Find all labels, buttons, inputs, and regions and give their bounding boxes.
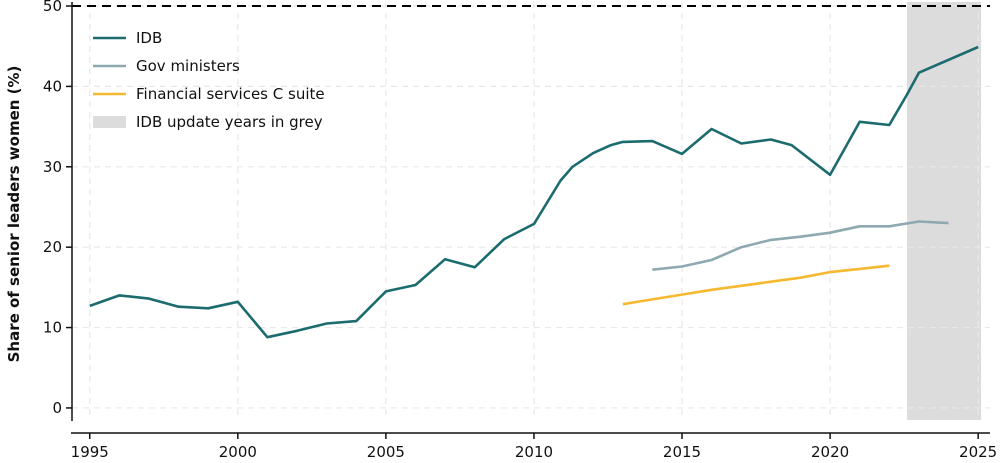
legend-label-gov-ministers: Gov ministers [136,57,240,75]
y-tick-label-20: 20 [43,238,62,256]
shaded-region-idb-update [907,2,982,420]
y-axis-title: Share of senior leaders women (%) [5,66,23,363]
y-tick-label-10: 10 [43,319,62,337]
x-tick-label-2005: 2005 [367,443,405,461]
series-line-gov-ministers [652,220,949,271]
legend-label-idb: IDB [136,29,162,47]
x-tick-label-2010: 2010 [515,443,553,461]
series-line-financial-services-c-suite [622,264,890,306]
legend-label-idb-update-years: IDB update years in grey [136,113,323,131]
x-tick-label-2015: 2015 [663,443,701,461]
x-tick-label-2025: 2025 [959,443,997,461]
x-tick-label-2020: 2020 [811,443,849,461]
y-tick-label-40: 40 [43,77,62,95]
series-line-idb [89,45,979,339]
y-tick-label-30: 30 [43,158,62,176]
legend: IDB Gov ministers Financial services C sui… [93,29,325,131]
legend-label-financial-services-c-suite: Financial services C suite [136,85,325,103]
legend-swatch-idb-update-years [93,116,126,128]
y-tick-label-50: 50 [43,0,62,15]
x-tick-label-1995: 1995 [71,443,109,461]
x-tick-label-2000: 2000 [219,443,257,461]
y-tick-label-0: 0 [52,399,62,417]
